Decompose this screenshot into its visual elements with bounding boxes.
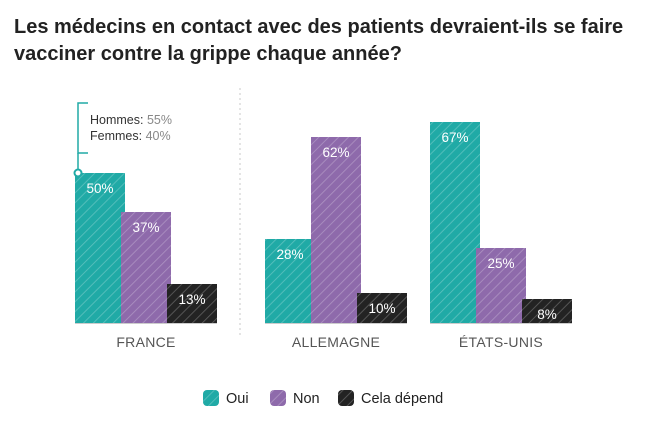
gender-annotation: Hommes: 55%Femmes: 40% [73, 102, 172, 178]
value-label-oui-allemagne: 28% [276, 247, 303, 262]
bar-cela-depend-france [167, 284, 217, 323]
legend-swatch-cela-depend [338, 390, 354, 406]
annotation-value-femmes: 40% [146, 129, 171, 143]
annotation-dot [73, 168, 83, 178]
annotation-label-femmes: Femmes: [90, 129, 146, 143]
legend: Oui Non Cela dépend [203, 390, 443, 407]
legend-item-cela-depend: Cela dépend [338, 390, 443, 407]
bar-non-france [121, 212, 171, 323]
value-label-oui-etats-unis: 67% [441, 130, 468, 145]
value-label-cela-depend-etats-unis: 8% [537, 307, 557, 322]
annotation-line-femmes: Femmes: 40% [90, 129, 171, 143]
bar-oui-etats-unis [430, 122, 480, 323]
legend-swatch-oui [203, 390, 219, 406]
bar-non-allemagne [311, 137, 361, 323]
annotation-value-hommes: 55% [147, 113, 172, 127]
category-label-etats-unis: ÉTATS-UNIS [459, 334, 543, 350]
legend-label-non: Non [293, 391, 320, 407]
legend-item-oui: Oui [203, 390, 249, 407]
legend-item-non: Non [270, 390, 320, 407]
chart-title: Les médecins en contact avec des patient… [14, 16, 624, 65]
bar-cela-depend-allemagne [357, 293, 407, 323]
annotation-bracket [77, 102, 88, 154]
bar-oui-allemagne [265, 239, 315, 323]
value-label-non-allemagne: 62% [322, 145, 349, 160]
category-label-france: FRANCE [116, 334, 175, 350]
value-label-cela-depend-allemagne: 10% [368, 301, 395, 316]
value-label-non-france: 37% [132, 220, 159, 235]
bar-cela-depend-etats-unis [522, 299, 572, 323]
bar-oui-france [75, 173, 125, 323]
legend-label-oui: Oui [226, 391, 249, 407]
value-label-non-etats-unis: 25% [487, 256, 514, 271]
value-label-oui-france: 50% [86, 181, 113, 196]
annotation-label-hommes: Hommes: [90, 113, 147, 127]
legend-swatch-non [270, 390, 286, 406]
legend-label-cela-depend: Cela dépend [361, 391, 443, 407]
annotation-line-hommes: Hommes: 55% [90, 113, 172, 127]
category-label-allemagne: ALLEMAGNE [292, 334, 380, 350]
bar-non-etats-unis [476, 248, 526, 323]
value-label-cela-depend-france: 13% [178, 292, 205, 307]
